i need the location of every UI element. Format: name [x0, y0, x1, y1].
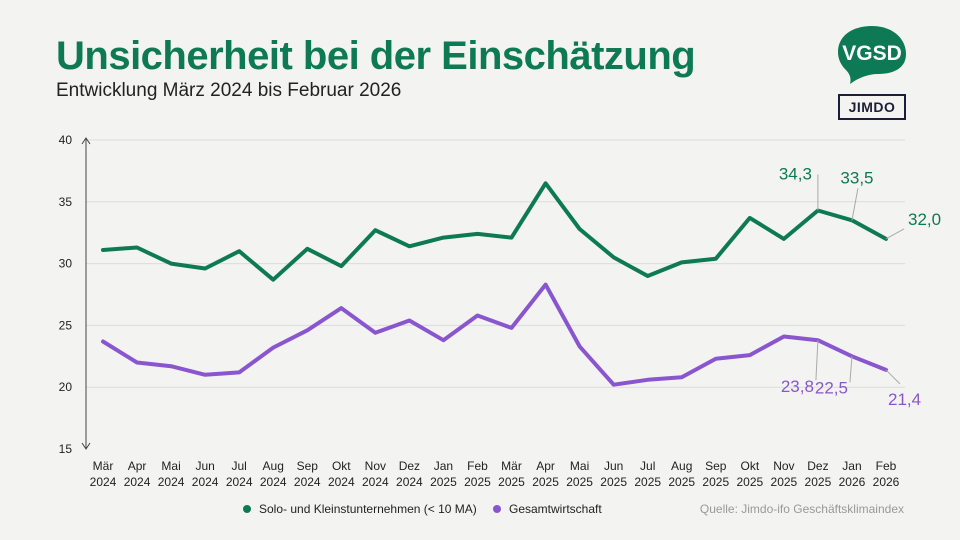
legend-marker-purple	[493, 505, 501, 513]
x-tick-month: Jul	[640, 459, 655, 473]
x-tick-month: Okt	[740, 459, 759, 473]
x-tick-month: Sep	[705, 459, 727, 473]
y-tick-label: 25	[59, 318, 73, 332]
x-tick-year: 2026	[873, 475, 900, 489]
x-tick-month: Okt	[332, 459, 351, 473]
x-tick-month: Jan	[842, 459, 861, 473]
y-tick-label: 15	[59, 442, 73, 456]
label-leader	[885, 369, 901, 385]
x-tick-month: Jun	[195, 459, 214, 473]
x-tick-month: Apr	[536, 459, 555, 473]
x-tick-month: Dez	[399, 459, 420, 473]
y-tick-label: 20	[59, 380, 73, 394]
legend-label: Gesamtwirtschaft	[509, 502, 602, 516]
series-line-1	[101, 282, 888, 387]
x-tick-month: Mai	[161, 459, 180, 473]
x-tick-year: 2025	[498, 475, 525, 489]
x-tick-month: Dez	[807, 459, 828, 473]
legend-item-solo: Solo- und Kleinstunternehmen (< 10 MA)	[243, 502, 477, 516]
jimdo-logo: JIMDO	[838, 94, 906, 120]
x-tick-year: 2025	[634, 475, 661, 489]
x-tick-month: Jan	[434, 459, 453, 473]
x-tick-month: Mär	[93, 459, 114, 473]
label-leader	[815, 340, 819, 381]
y-tick-label: 40	[59, 133, 73, 147]
data-label: 32,0	[908, 210, 941, 229]
x-tick-year: 2024	[260, 475, 287, 489]
data-label: 34,3	[779, 164, 812, 183]
x-tick-month: Nov	[773, 459, 794, 473]
x-tick-year: 2024	[192, 475, 219, 489]
y-axis-arrow-icon	[81, 137, 91, 145]
x-tick-year: 2025	[532, 475, 559, 489]
x-tick-month: Feb	[467, 459, 488, 473]
x-tick-month: Nov	[365, 459, 386, 473]
x-tick-year: 2024	[294, 475, 321, 489]
x-tick-year: 2025	[464, 475, 491, 489]
vgsd-logo: VGSD	[838, 26, 906, 84]
x-tick-year: 2025	[600, 475, 627, 489]
x-tick-month: Apr	[128, 459, 147, 473]
x-tick-month: Jun	[604, 459, 623, 473]
x-tick-year: 2024	[90, 475, 117, 489]
source-note: Quelle: Jimdo-ifo Geschäftsklimaindex	[699, 502, 904, 516]
x-tick-year: 2024	[158, 475, 185, 489]
x-tick-year: 2025	[430, 475, 457, 489]
x-tick-year: 2026	[839, 475, 866, 489]
x-tick-month: Feb	[876, 459, 897, 473]
x-tick-year: 2024	[396, 475, 423, 489]
x-tick-year: 2024	[328, 475, 355, 489]
x-tick-year: 2025	[736, 475, 763, 489]
x-tick-month: Aug	[263, 459, 284, 473]
y-axis-arrow-icon	[81, 442, 91, 450]
legend-marker-green	[243, 505, 251, 513]
x-tick-year: 2024	[226, 475, 253, 489]
x-tick-year: 2025	[771, 475, 798, 489]
data-label: 22,5	[815, 378, 848, 397]
x-tick-month: Sep	[297, 459, 319, 473]
x-tick-year: 2025	[805, 475, 832, 489]
x-tick-year: 2025	[702, 475, 729, 489]
x-tick-month: Aug	[671, 459, 692, 473]
y-tick-label: 30	[59, 257, 73, 271]
data-label: 23,8	[781, 377, 814, 396]
label-leader	[885, 228, 905, 240]
x-tick-month: Mär	[501, 459, 522, 473]
legend-item-gesamt: Gesamtwirtschaft	[493, 502, 602, 516]
page-title: Unsicherheit bei der Einschätzung	[56, 34, 696, 78]
x-tick-year: 2024	[124, 475, 151, 489]
x-tick-year: 2025	[566, 475, 593, 489]
series-line-0	[101, 181, 888, 282]
data-label: 33,5	[840, 168, 873, 187]
label-leader	[849, 356, 853, 383]
data-label: 21,4	[888, 390, 921, 409]
x-tick-month: Jul	[232, 459, 247, 473]
x-tick-year: 2025	[668, 475, 695, 489]
x-tick-month: Mai	[570, 459, 589, 473]
svg-text:VGSD: VGSD	[842, 42, 902, 65]
label-leader	[851, 188, 859, 221]
page-subtitle: Entwicklung März 2024 bis Februar 2026	[56, 80, 402, 101]
y-tick-label: 35	[59, 195, 73, 209]
legend-label: Solo- und Kleinstunternehmen (< 10 MA)	[259, 502, 477, 516]
x-tick-year: 2024	[362, 475, 389, 489]
